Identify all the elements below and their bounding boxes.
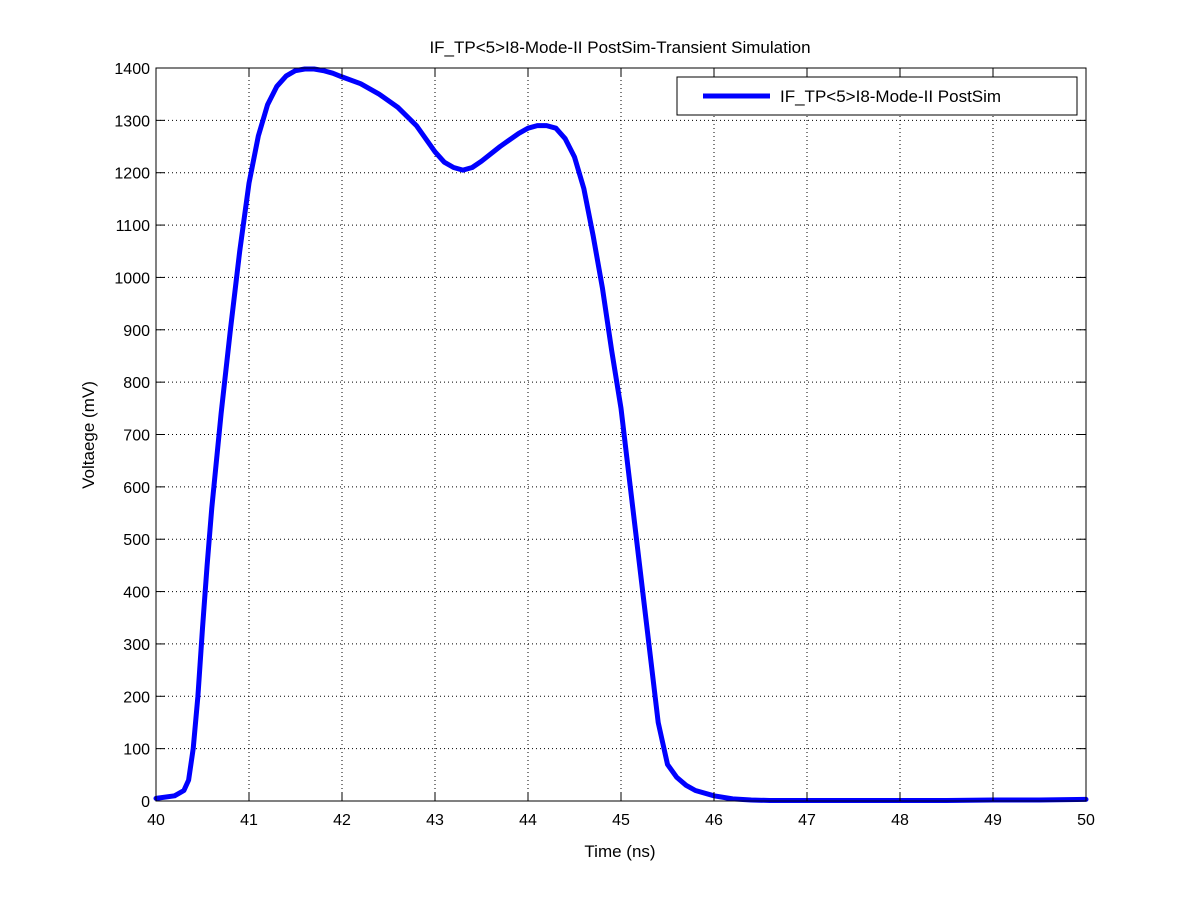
- y-tick-label: 1000: [114, 270, 150, 287]
- x-tick-label: 47: [798, 812, 816, 829]
- y-tick-labels: 0 100 200 300 400 500 600 700 800 900 1000 1100 1200…: [114, 61, 150, 811]
- y-tick-label: 500: [123, 532, 150, 549]
- series-layer: [153, 66, 1089, 803]
- y-tick-label: 200: [123, 689, 150, 706]
- x-tick-label: 40: [147, 812, 165, 829]
- y-tick-label: 100: [123, 742, 150, 759]
- x-tick-label: 49: [984, 812, 1002, 829]
- x-tick-label: 46: [705, 812, 723, 829]
- y-tick-label: 900: [123, 323, 150, 340]
- x-tick-labels: 40 41 42 43 44 45 46 47 48 49 50: [147, 812, 1095, 829]
- x-axis-title: Time (ns): [584, 842, 655, 861]
- chart-title: IF_TP<5>I8-Mode-II PostSim-Transient Sim…: [429, 38, 810, 57]
- y-tick-label: 300: [123, 637, 150, 654]
- x-tick-label: 43: [426, 812, 444, 829]
- y-tick-label: 0: [141, 794, 150, 811]
- x-tick-label: 50: [1077, 812, 1095, 829]
- series-line: [153, 66, 1089, 803]
- y-axis-title: Voltaege (mV): [79, 381, 98, 489]
- legend: IF_TP<5>I8-Mode-II PostSim: [676, 76, 1078, 116]
- x-tick-label: 44: [519, 812, 537, 829]
- x-tick-label: 45: [612, 812, 630, 829]
- x-tick-label: 41: [240, 812, 258, 829]
- x-tick-label: 48: [891, 812, 909, 829]
- y-tick-label: 700: [123, 428, 150, 445]
- y-tick-label: 600: [123, 480, 150, 497]
- y-tick-label: 1300: [114, 113, 150, 130]
- legend-label: IF_TP<5>I8-Mode-II PostSim: [780, 87, 1001, 106]
- y-tick-label: 1200: [114, 166, 150, 183]
- grid-lines: [156, 68, 1086, 801]
- x-tick-label: 42: [333, 812, 351, 829]
- y-tick-label: 800: [123, 375, 150, 392]
- tick-marks: [155, 67, 1087, 802]
- y-tick-label: 1100: [116, 218, 151, 235]
- y-tick-label: 400: [123, 585, 150, 602]
- y-tick-label: 1400: [114, 61, 150, 78]
